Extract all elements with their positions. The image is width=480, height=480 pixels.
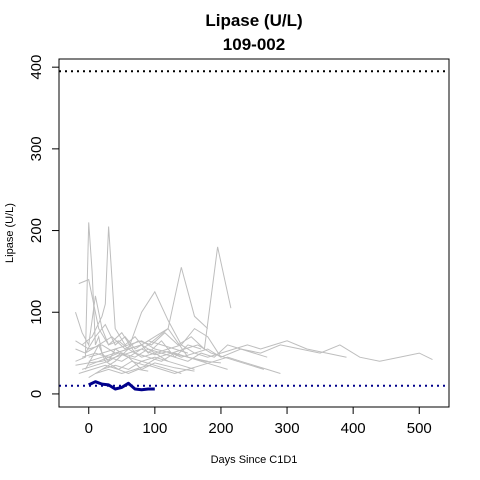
- y-axis: 0 100 200 300 400: [28, 55, 60, 398]
- x-axis: 0 100 200 300 400 500: [85, 406, 432, 437]
- x-axis-label: Days Since C1D1: [211, 454, 298, 466]
- background-series-line-13: [81, 352, 228, 370]
- y-tick-label: 0: [28, 390, 45, 398]
- background-series-line-8: [85, 246, 232, 354]
- x-tick-label: 200: [208, 420, 233, 437]
- background-series-line-18: [88, 340, 221, 364]
- y-axis-label: Lipase (U/L): [4, 203, 16, 263]
- y-tick-label: 400: [28, 55, 45, 80]
- background-series-line-17: [84, 343, 149, 375]
- y-tick-label: 300: [28, 136, 45, 161]
- chart-title: Lipase (U/L): [205, 11, 302, 30]
- plot-area: [59, 70, 449, 392]
- x-tick-label: 400: [341, 420, 366, 437]
- background-series-group: [75, 222, 433, 379]
- x-tick-label: 0: [85, 420, 93, 437]
- y-tick-label: 100: [28, 300, 45, 325]
- background-series-line-9: [101, 267, 209, 370]
- y-tick-label: 200: [28, 218, 45, 243]
- background-series-line-14: [88, 352, 195, 370]
- chart-subtitle: 109-002: [223, 35, 285, 54]
- highlight-series-group: [88, 380, 155, 392]
- background-series-line-5: [75, 344, 433, 366]
- highlight-series-line: [88, 380, 155, 392]
- x-tick-label: 100: [142, 420, 167, 437]
- x-tick-label: 500: [407, 420, 432, 437]
- background-series-line-11: [88, 360, 182, 379]
- x-tick-label: 300: [275, 420, 300, 437]
- background-series-line-15: [75, 340, 169, 362]
- background-series-line-12: [75, 323, 189, 354]
- reference-lines-group: [59, 70, 449, 387]
- background-series-line-2: [78, 278, 222, 358]
- background-series-line-1: [75, 222, 195, 372]
- background-series-line-4: [75, 295, 208, 362]
